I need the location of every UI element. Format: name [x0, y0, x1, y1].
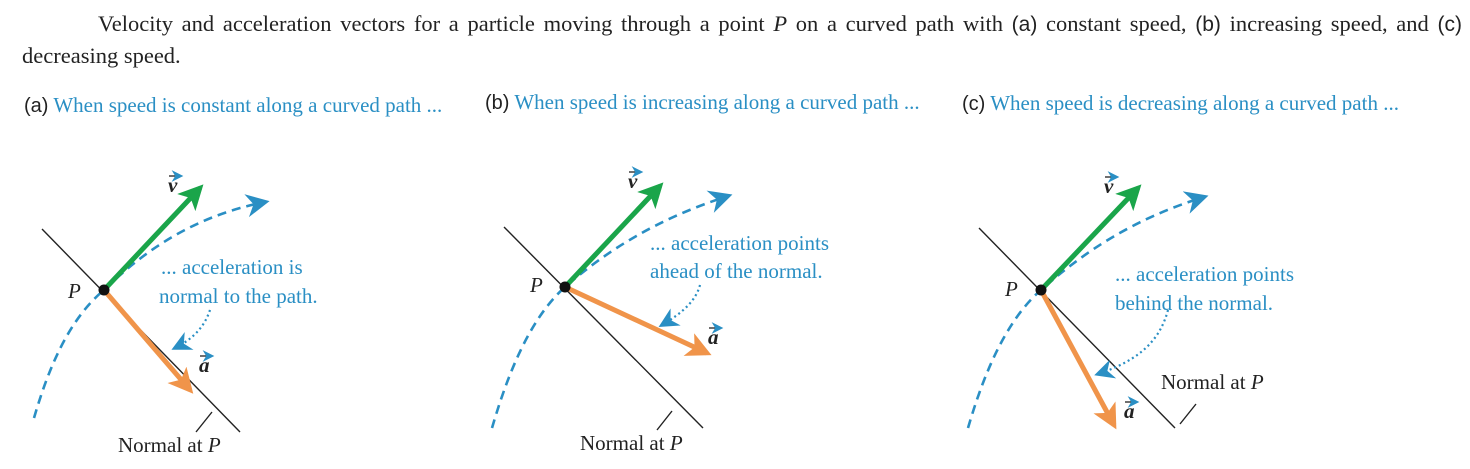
normal-tick-c: [1179, 403, 1197, 425]
annotation-c-line1: ... acceleration points: [1115, 262, 1294, 286]
curved-path-a: [32, 194, 270, 419]
point-p-b: [559, 281, 571, 293]
figure-caption: Velocity and acceleration vectors for a …: [22, 11, 1462, 68]
panel-a: P v a ... acceleration is normal to the …: [32, 170, 318, 457]
acceleration-label-c: a: [1124, 399, 1135, 423]
annotation-pointer-a: [171, 309, 212, 350]
point-p-c: [1035, 284, 1047, 296]
annotation-b-line1: ... acceleration points: [650, 231, 829, 255]
acceleration-arrow-b: [563, 284, 712, 356]
acceleration-arrow-c: [1038, 288, 1117, 430]
point-label-b: P: [529, 273, 543, 297]
normal-line-b: [503, 226, 704, 429]
annotation-pointer-c: [1094, 309, 1170, 379]
panel-c-title: (c) When speed is decreasing along a cur…: [962, 91, 1399, 115]
panel-b-title: (b) When speed is increasing along a cur…: [485, 90, 920, 114]
point-label-a: P: [67, 279, 81, 303]
normal-label-a: Normal at P: [118, 433, 221, 457]
normal-label-b: Normal at P: [580, 431, 683, 455]
acceleration-label-b: a: [708, 325, 719, 349]
annotation-b-line2: ahead of the normal.: [650, 259, 823, 283]
annotation-pointer-b: [658, 284, 702, 328]
normal-tick-b: [656, 410, 673, 431]
normal-line-c: [978, 227, 1176, 429]
velocity-label-c: v: [1104, 174, 1114, 198]
velocity-arrow-c: [1039, 184, 1142, 292]
panel-c: P v a ... acceleration points behind the…: [966, 171, 1294, 430]
panel-a-title: (a) When speed is constant along a curve…: [24, 93, 443, 117]
velocity-arrow-b: [563, 182, 664, 289]
normal-label-c: Normal at P: [1161, 370, 1264, 394]
velocity-label-a: v: [168, 173, 178, 197]
annotation-a-line1: ... acceleration is: [161, 255, 303, 279]
annotation-a-line2: normal to the path.: [159, 284, 318, 308]
velocity-arrow-a: [102, 184, 204, 292]
acceleration-arrow-a: [102, 288, 194, 394]
acceleration-label-a: a: [199, 353, 210, 377]
annotation-c-line2: behind the normal.: [1115, 291, 1273, 315]
velocity-label-b: v: [628, 169, 638, 193]
curved-path-b: [490, 190, 733, 429]
normal-tick-a: [195, 411, 213, 433]
point-p-a: [98, 284, 110, 296]
point-label-c: P: [1004, 277, 1018, 301]
panel-b: P v a ... acceleration points ahead of t…: [490, 166, 829, 455]
